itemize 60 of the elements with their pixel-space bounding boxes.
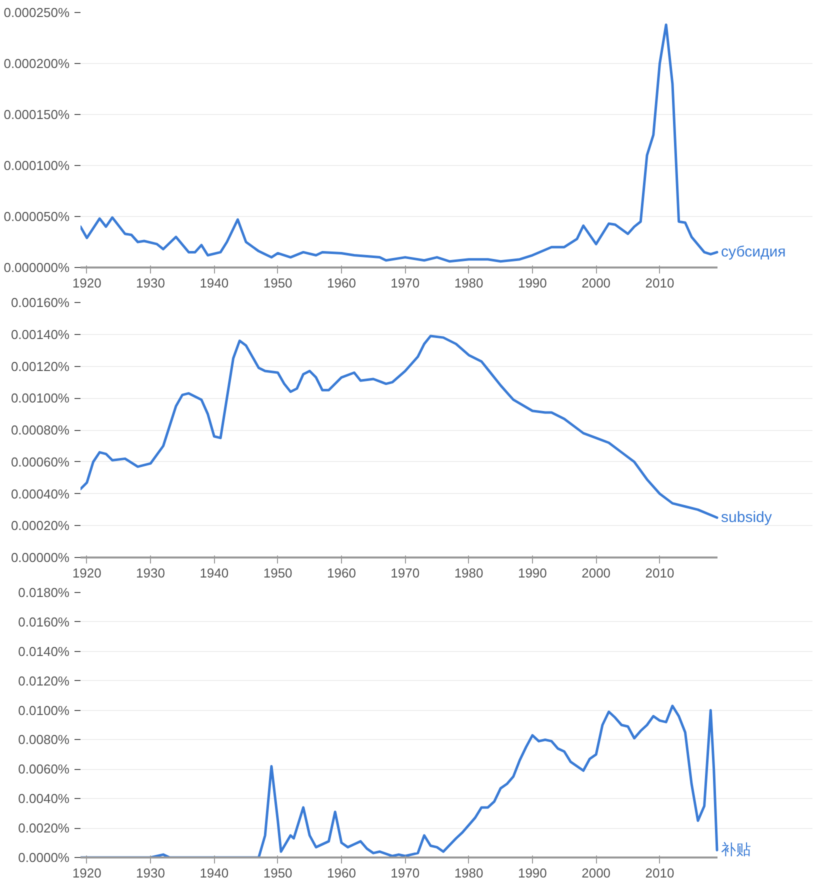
y-tick-label: 0.000100% — [4, 158, 70, 173]
y-tick-label: 0.0100% — [18, 702, 70, 718]
y-tick-label: 0.0060% — [18, 762, 70, 777]
x-tick-label: 1950 — [263, 566, 292, 580]
x-tick-label: 1920 — [72, 276, 102, 290]
x-tick-label: 1970 — [390, 566, 420, 580]
x-tick-label: 1960 — [327, 566, 356, 580]
series-label: субсидия — [721, 244, 786, 261]
x-tick-label: 2000 — [582, 566, 611, 580]
line-series — [80, 23, 718, 263]
y-tick-label: 0.00100% — [10, 390, 70, 406]
series-label: 补贴 — [721, 842, 752, 859]
x-tick-label: 1980 — [454, 866, 484, 880]
y-tick-label: 0.000250% — [4, 5, 70, 20]
x-tick-label: 1940 — [200, 566, 229, 580]
y-tick-label: 0.0180% — [18, 585, 70, 600]
y-tick-label: 0.00140% — [10, 326, 70, 342]
y-tick-label: 0.000000% — [4, 260, 70, 275]
x-tick-label: 2010 — [645, 866, 674, 880]
y-tick-label: 0.0080% — [18, 732, 70, 748]
x-tick-label: 1960 — [327, 276, 356, 290]
series-label: subsidy — [721, 509, 772, 526]
y-tick-label: 0.00040% — [10, 486, 70, 502]
x-tick-label: 1950 — [263, 866, 292, 880]
x-tick-label: 1940 — [200, 866, 229, 880]
x-tick-label: 1970 — [390, 866, 420, 880]
x-tick-label: 1940 — [200, 276, 229, 290]
x-tick-label: 1980 — [454, 566, 484, 580]
line-series — [80, 334, 718, 519]
y-tick-label: 0.00120% — [10, 358, 70, 374]
y-tick-label: 0.000050% — [4, 209, 70, 224]
x-tick-label: 1920 — [72, 566, 102, 580]
y-tick-label: 0.000150% — [4, 107, 70, 122]
y-tick-label: 0.00080% — [10, 422, 70, 438]
y-tick-label: 0.0040% — [18, 791, 70, 806]
y-tick-label: 0.00160% — [10, 295, 70, 310]
y-tick-label: 0.0160% — [18, 614, 70, 630]
x-tick-label: 2010 — [645, 566, 674, 580]
x-tick-label: 1970 — [390, 276, 420, 290]
y-tick-label: 0.0000% — [18, 850, 70, 865]
x-tick-label: 2010 — [645, 276, 674, 290]
x-tick-label: 1930 — [136, 866, 165, 880]
x-tick-label: 1930 — [136, 276, 165, 290]
x-tick-label: 2000 — [582, 276, 611, 290]
y-tick-label: 0.0020% — [18, 820, 70, 836]
x-tick-label: 1990 — [518, 566, 547, 580]
x-tick-label: 1930 — [136, 566, 165, 580]
x-tick-label: 1980 — [454, 276, 484, 290]
y-tick-label: 0.000200% — [4, 56, 70, 71]
y-tick-label: 0.00060% — [10, 454, 70, 470]
y-tick-label: 0.0140% — [18, 644, 70, 659]
x-tick-label: 1990 — [518, 866, 547, 880]
x-tick-label: 2000 — [582, 866, 611, 880]
x-tick-label: 1920 — [72, 866, 102, 880]
x-tick-label: 1960 — [327, 866, 356, 880]
x-tick-label: 1950 — [263, 276, 292, 290]
y-tick-label: 0.00000% — [10, 550, 70, 565]
y-tick-label: 0.0120% — [18, 673, 70, 688]
y-tick-label: 0.00020% — [10, 518, 70, 534]
x-tick-label: 1990 — [518, 276, 547, 290]
